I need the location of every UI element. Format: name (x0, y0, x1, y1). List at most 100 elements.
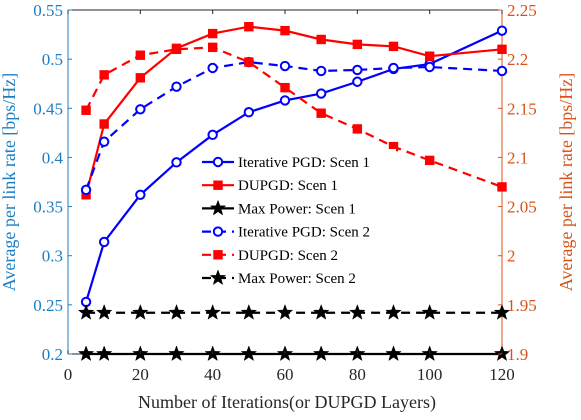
x-tick-label: 60 (277, 365, 294, 384)
legend-label: DUPGD: Scen 1 (238, 178, 338, 194)
legend-entry: Iterative PGD: Scen 2 (202, 225, 370, 241)
data-point (312, 303, 330, 320)
right-y-tick-label: 1.9 (507, 345, 528, 364)
legend-entry: Max Power: Scen 1 (202, 199, 356, 217)
data-point (135, 73, 146, 83)
legend-label: Max Power: Scen 1 (238, 201, 356, 217)
data-point (207, 42, 218, 53)
x-axis-title: Number of Iterations(or DUPGD Layers) (138, 392, 436, 413)
legend-box (196, 149, 396, 293)
data-point (424, 61, 435, 73)
legend: Iterative PGD: Scen 1 DUPGD: Scen 1 Max Po… (196, 149, 396, 293)
data-point (168, 345, 185, 362)
right-y-axis-title: Average per link rate [bps/Hz] (556, 73, 576, 292)
legend-marker (209, 269, 227, 286)
left-y-tick-label: 0.35 (33, 198, 63, 217)
series-dupgd-scen-2 (81, 42, 507, 192)
data-point (279, 60, 291, 72)
data-point (207, 129, 218, 141)
data-point (385, 345, 402, 362)
data-point (135, 189, 146, 200)
right-y-tick-label: 2.05 (507, 198, 537, 217)
legend-marker (209, 199, 227, 216)
data-point (99, 70, 109, 80)
data-point (352, 39, 363, 50)
left-y-axis-title: Average per link rate [bps/Hz] (0, 73, 19, 292)
data-point (171, 157, 182, 168)
data-point (280, 82, 290, 93)
legend-entry: Iterative PGD: Scen 1 (202, 155, 370, 171)
right-y-tick-label: 2 (507, 247, 516, 266)
left-y-tick-label: 0.45 (33, 99, 63, 118)
data-point (135, 50, 146, 60)
legend-label: DUPGD: Scen 2 (238, 248, 338, 264)
series-line (85, 29, 503, 303)
legend-entry: DUPGD: Scen 2 (202, 248, 338, 264)
legend-marker (212, 226, 224, 237)
series-line (85, 46, 503, 188)
data-point (279, 95, 291, 106)
data-point (352, 64, 363, 76)
tick-layer: 0 20 40 60 80 100 120 0.2 0.25 0.3 0.35 0.4 0.45 0.5 0… (33, 1, 537, 384)
series-max-power-scen-2 (77, 303, 511, 320)
x-tick-label: 80 (349, 365, 366, 384)
data-point (132, 303, 149, 320)
legend-label: Iterative PGD: Scen 1 (238, 155, 370, 171)
data-point (95, 303, 113, 320)
legend-entry: DUPGD: Scen 1 (202, 178, 338, 194)
right-y-tick-label: 1.95 (507, 296, 537, 315)
series-line (85, 60, 503, 191)
data-point (207, 62, 218, 74)
left-y-tick-label: 0.55 (33, 1, 63, 20)
legend-marker (213, 250, 223, 260)
data-point (204, 303, 221, 320)
data-point (77, 303, 95, 320)
series-dupgd-scen-1 (81, 22, 507, 200)
data-point (99, 119, 109, 129)
data-point (81, 105, 91, 115)
series-layer (77, 22, 511, 362)
data-point (312, 345, 330, 362)
data-point (421, 303, 438, 320)
legend-label: Iterative PGD: Scen 2 (238, 225, 370, 241)
data-point (77, 345, 95, 362)
data-point (280, 25, 290, 36)
data-point (315, 65, 327, 77)
data-point (493, 303, 511, 320)
right-y-tick-label: 2.2 (507, 50, 528, 69)
legend-marker (212, 156, 224, 168)
x-tick-label: 40 (204, 365, 221, 384)
data-point (171, 81, 182, 92)
x-tick-label: 100 (417, 365, 443, 384)
legend-marker (213, 180, 223, 190)
x-tick-label: 120 (489, 365, 515, 384)
data-point (276, 303, 294, 320)
data-point (240, 345, 258, 362)
data-point (349, 303, 366, 320)
series-line (85, 25, 503, 196)
right-y-tick-label: 2.1 (507, 148, 528, 167)
data-point (98, 236, 110, 248)
data-point (244, 22, 254, 32)
data-point (497, 182, 507, 192)
right-y-tick-label: 2.25 (507, 1, 537, 20)
data-point (207, 28, 218, 39)
data-point (385, 303, 402, 320)
x-tick-label: 0 (64, 365, 73, 384)
data-point (135, 104, 146, 115)
legend-entry: Max Power: Scen 2 (202, 269, 356, 287)
series-max-power-scen-1 (77, 345, 511, 362)
data-point (352, 124, 363, 134)
data-point (171, 44, 182, 55)
data-point (316, 108, 326, 118)
data-point (496, 25, 508, 36)
data-point (240, 303, 258, 320)
left-y-tick-label: 0.5 (42, 50, 63, 69)
data-point (424, 51, 435, 61)
left-y-tick-label: 0.4 (42, 148, 64, 167)
data-point (388, 62, 399, 74)
data-point (316, 34, 326, 45)
data-point (98, 136, 110, 147)
